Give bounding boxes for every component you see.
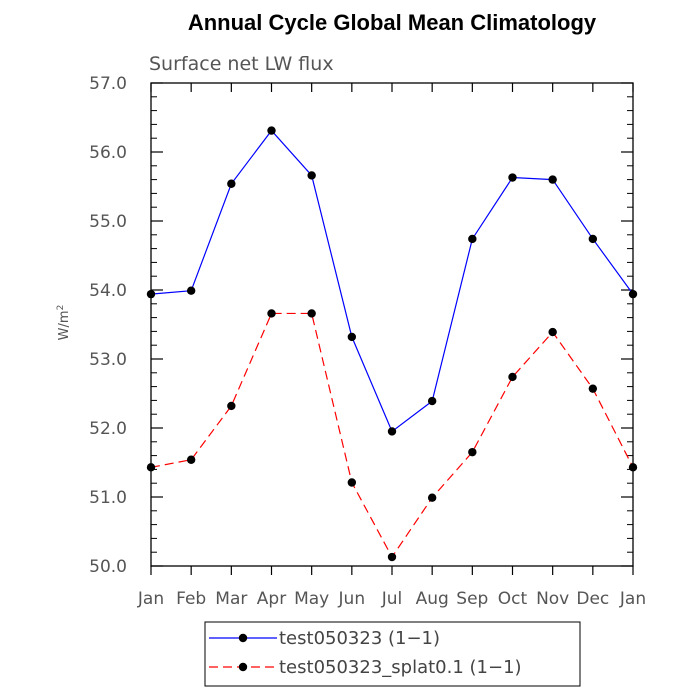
y-tick-label: 56.0 <box>89 143 127 163</box>
series-1-point <box>508 173 517 182</box>
series-2-point <box>347 478 357 487</box>
y-tick-label: 55.0 <box>89 212 127 232</box>
x-tick-label: Sep <box>456 589 488 609</box>
legend-box <box>204 621 581 687</box>
x-tick-label: Feb <box>176 589 206 609</box>
chart-title: Annual Cycle Global Mean Climatology <box>188 10 597 35</box>
series-2-point <box>548 327 557 337</box>
plot-frame <box>150 82 634 567</box>
series-1-point <box>347 332 357 342</box>
x-tick-label: Aug <box>416 589 449 609</box>
axes: 50.0 51.0 52.0 53.0 54.0 55.0 56.0 57.0 Jan Feb Ma… <box>56 74 646 609</box>
y-tick-label: 53.0 <box>89 350 127 370</box>
x-tick-label: Dec <box>576 589 609 609</box>
legend-label-1: test050323 (1−1) <box>279 628 440 649</box>
x-tick-label: Oct <box>498 589 528 609</box>
series-1-point <box>227 179 236 188</box>
x-tick-label: Apr <box>257 589 286 609</box>
series-layer <box>146 126 638 562</box>
series-2-point <box>387 552 397 562</box>
legend-marker-1 <box>238 633 248 643</box>
series-line-1 <box>150 129 634 433</box>
series-1-point <box>468 234 477 244</box>
y-tick-label: 57.0 <box>89 74 127 94</box>
legend-marker-2 <box>238 662 248 672</box>
series-1-point <box>387 427 397 436</box>
x-tick-label: Mar <box>215 589 247 609</box>
series-1-point <box>427 396 437 406</box>
x-tick-label: Jan <box>619 589 646 609</box>
y-axis-label: W/m2 <box>56 305 72 341</box>
series-1-point <box>628 289 638 299</box>
y-tick-label: 50.0 <box>89 557 127 577</box>
series-2-point <box>307 309 316 318</box>
y-tick-label: 51.0 <box>89 488 127 508</box>
series-2-point <box>227 401 236 411</box>
series-2-point <box>427 493 437 502</box>
series-1-point <box>267 126 276 135</box>
series-1-point <box>146 289 156 299</box>
series-1-point <box>307 171 316 180</box>
y-tick-label: 52.0 <box>89 419 127 439</box>
x-tick-label: Jan <box>137 589 164 609</box>
series-2-point <box>628 463 638 472</box>
series-2-point <box>146 463 156 472</box>
series-1-point <box>548 175 557 184</box>
series-2-point <box>267 309 276 318</box>
x-tick-label: Jun <box>338 589 366 609</box>
series-2-point <box>588 384 598 393</box>
x-tick-label: May <box>294 589 329 609</box>
legend-label-2: test050323_splat0.1 (1−1) <box>279 657 522 678</box>
legend: test050323 (1−1) test050323_splat0.1 (1−1… <box>204 621 581 687</box>
series-2-point <box>508 372 517 382</box>
x-tick-label: Jul <box>381 589 403 609</box>
series-2-point <box>468 447 477 457</box>
series-2-point <box>186 455 196 464</box>
x-tick-label: Nov <box>536 589 569 609</box>
series-1-point <box>588 234 598 244</box>
y-tick-label: 54.0 <box>89 281 127 301</box>
chart-subtitle: Surface net LW flux <box>149 53 334 75</box>
series-1-point <box>186 286 196 295</box>
